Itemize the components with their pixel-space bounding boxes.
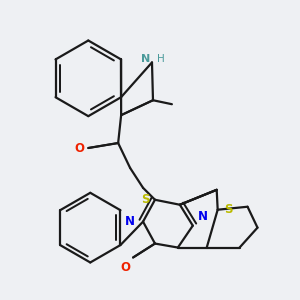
Text: N: N: [141, 54, 150, 64]
Text: O: O: [120, 262, 130, 275]
Text: S: S: [141, 193, 149, 206]
Text: H: H: [157, 54, 165, 64]
Text: N: N: [125, 215, 135, 228]
Text: N: N: [198, 210, 208, 223]
Text: S: S: [224, 203, 232, 216]
Text: O: O: [74, 142, 84, 154]
